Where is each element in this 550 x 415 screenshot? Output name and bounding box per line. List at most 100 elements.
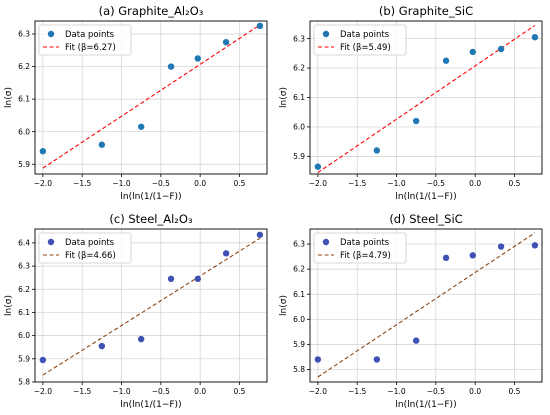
legend-label: Fit (β=4.79) <box>340 251 391 261</box>
x-tick-label: −2.0 <box>34 179 52 188</box>
x-tick-label: −1.0 <box>387 179 405 188</box>
legend: Data points Fit (β=4.79) <box>313 232 407 264</box>
y-axis-label: ln(σ) <box>4 87 14 108</box>
y-tick-label: 6.3 <box>18 262 30 271</box>
x-tick-label: 0.0 <box>194 387 206 396</box>
data-point <box>442 254 450 262</box>
y-tick-label: 5.9 <box>18 354 30 363</box>
x-tick-label: −2.0 <box>34 387 52 396</box>
y-tick-label: 6.1 <box>18 95 30 104</box>
x-tick-label: −0.5 <box>427 387 445 396</box>
x-axis-label: ln(ln(1/(1−F)) <box>395 400 456 410</box>
y-tick-label: 6.3 <box>18 30 30 39</box>
data-point <box>412 337 420 344</box>
legend: Data points Fit (β=5.49) <box>313 24 407 56</box>
data-point <box>497 243 505 250</box>
x-tick-label: −1.0 <box>387 387 405 396</box>
data-point <box>531 242 539 249</box>
data-point <box>222 38 230 46</box>
y-tick-label: 5.8 <box>293 365 305 374</box>
data-point <box>256 231 264 238</box>
legend-marker <box>322 30 330 38</box>
data-point <box>497 45 505 53</box>
chart-panel-d: −2.0 −1.5 −1.0 −0.5 0.0 0.5 5.8 5.9 6.0 6.1 6.2 6.3… <box>279 212 543 410</box>
x-tick-label: 0.5 <box>509 387 521 396</box>
data-point <box>373 356 381 363</box>
y-tick-label: 6.2 <box>293 265 305 274</box>
legend: Data points Fit (β=4.66) <box>38 232 132 264</box>
data-point <box>98 141 106 148</box>
legend: Data points Fit (β=6.27) <box>38 24 132 56</box>
data-point <box>469 252 476 259</box>
y-tick-label: 6.0 <box>293 315 305 324</box>
data-point <box>442 57 450 64</box>
legend-label: Data points <box>340 30 390 40</box>
legend-box <box>38 24 132 56</box>
y-axis-label: ln(σ) <box>279 87 289 108</box>
x-axis-label: ln(ln(1/(1−F)) <box>120 192 181 202</box>
x-tick-label: −2.0 <box>309 387 327 396</box>
data-point <box>137 123 145 130</box>
data-point <box>98 342 106 350</box>
y-tick-label: 6.1 <box>293 290 305 299</box>
x-tick-label: 0.5 <box>234 387 246 396</box>
data-point <box>412 117 420 125</box>
y-tick-label: 6.3 <box>293 240 305 249</box>
data-point <box>39 148 47 155</box>
y-tick-label: 6.0 <box>18 127 30 136</box>
x-tick-label: 0.5 <box>509 179 521 188</box>
axes-frame <box>34 20 268 175</box>
legend-label: Data points <box>340 238 390 248</box>
y-axis-label: ln(σ) <box>279 295 289 316</box>
legend-box <box>38 232 132 264</box>
fit-line <box>317 24 536 173</box>
x-tick-label: −1.5 <box>348 387 366 396</box>
data-point <box>314 356 322 363</box>
data-point <box>194 275 201 283</box>
legend-box <box>313 24 407 56</box>
axes-frame <box>34 228 268 383</box>
axes-frame <box>309 228 543 383</box>
legend-label: Fit (β=4.66) <box>65 251 116 261</box>
x-axis-label: ln(ln(1/(1−F)) <box>395 192 456 202</box>
x-tick-label: −1.5 <box>348 179 366 188</box>
data-point <box>314 163 322 170</box>
legend-label: Data points <box>65 238 115 248</box>
y-tick-label: 5.9 <box>293 152 305 161</box>
legend-box <box>313 232 407 264</box>
chart-panel-a: −2.0 −1.5 −1.0 −0.5 0.0 0.5 5.9 6.0 6.1 6.2 6.3 (a)… <box>4 4 268 202</box>
fit-line <box>317 232 536 378</box>
data-point <box>222 250 230 257</box>
y-tick-label: 6.2 <box>18 62 30 71</box>
x-tick-label: −1.5 <box>73 179 91 188</box>
x-axis-label: ln(ln(1/(1−F)) <box>120 400 181 410</box>
data-point <box>39 356 47 364</box>
legend-marker <box>322 238 330 246</box>
x-tick-label: −2.0 <box>309 179 327 188</box>
x-tick-label: 0.5 <box>234 179 246 188</box>
x-tick-label: −1.0 <box>112 179 130 188</box>
chart-title: (d) Steel_SiC <box>389 212 462 226</box>
legend-marker <box>47 238 55 246</box>
y-tick-label: 5.9 <box>18 160 30 169</box>
chart-title: (b) Graphite_SiC <box>379 4 473 18</box>
fit-line <box>42 24 261 169</box>
y-tick-label: 6.1 <box>293 93 305 102</box>
data-point <box>137 335 145 343</box>
x-tick-label: −1.5 <box>73 387 91 396</box>
y-tick-label: 6.1 <box>18 308 30 317</box>
chart-panel-c: −2.0 −1.5 −1.0 −0.5 0.0 0.5 5.8 5.9 6.0 6.1 6.2 6.3… <box>4 212 268 410</box>
data-point <box>531 33 539 41</box>
x-tick-label: 0.0 <box>194 179 206 188</box>
axes-frame <box>309 20 543 175</box>
legend-label: Fit (β=6.27) <box>65 43 116 53</box>
y-tick-label: 6.4 <box>18 239 30 248</box>
legend-marker <box>47 30 55 38</box>
data-point <box>194 55 201 62</box>
y-tick-label: 6.3 <box>293 34 305 43</box>
y-tick-label: 5.8 <box>18 378 30 387</box>
data-point <box>469 48 476 56</box>
data-point <box>167 275 175 283</box>
y-tick-label: 5.9 <box>293 340 305 349</box>
